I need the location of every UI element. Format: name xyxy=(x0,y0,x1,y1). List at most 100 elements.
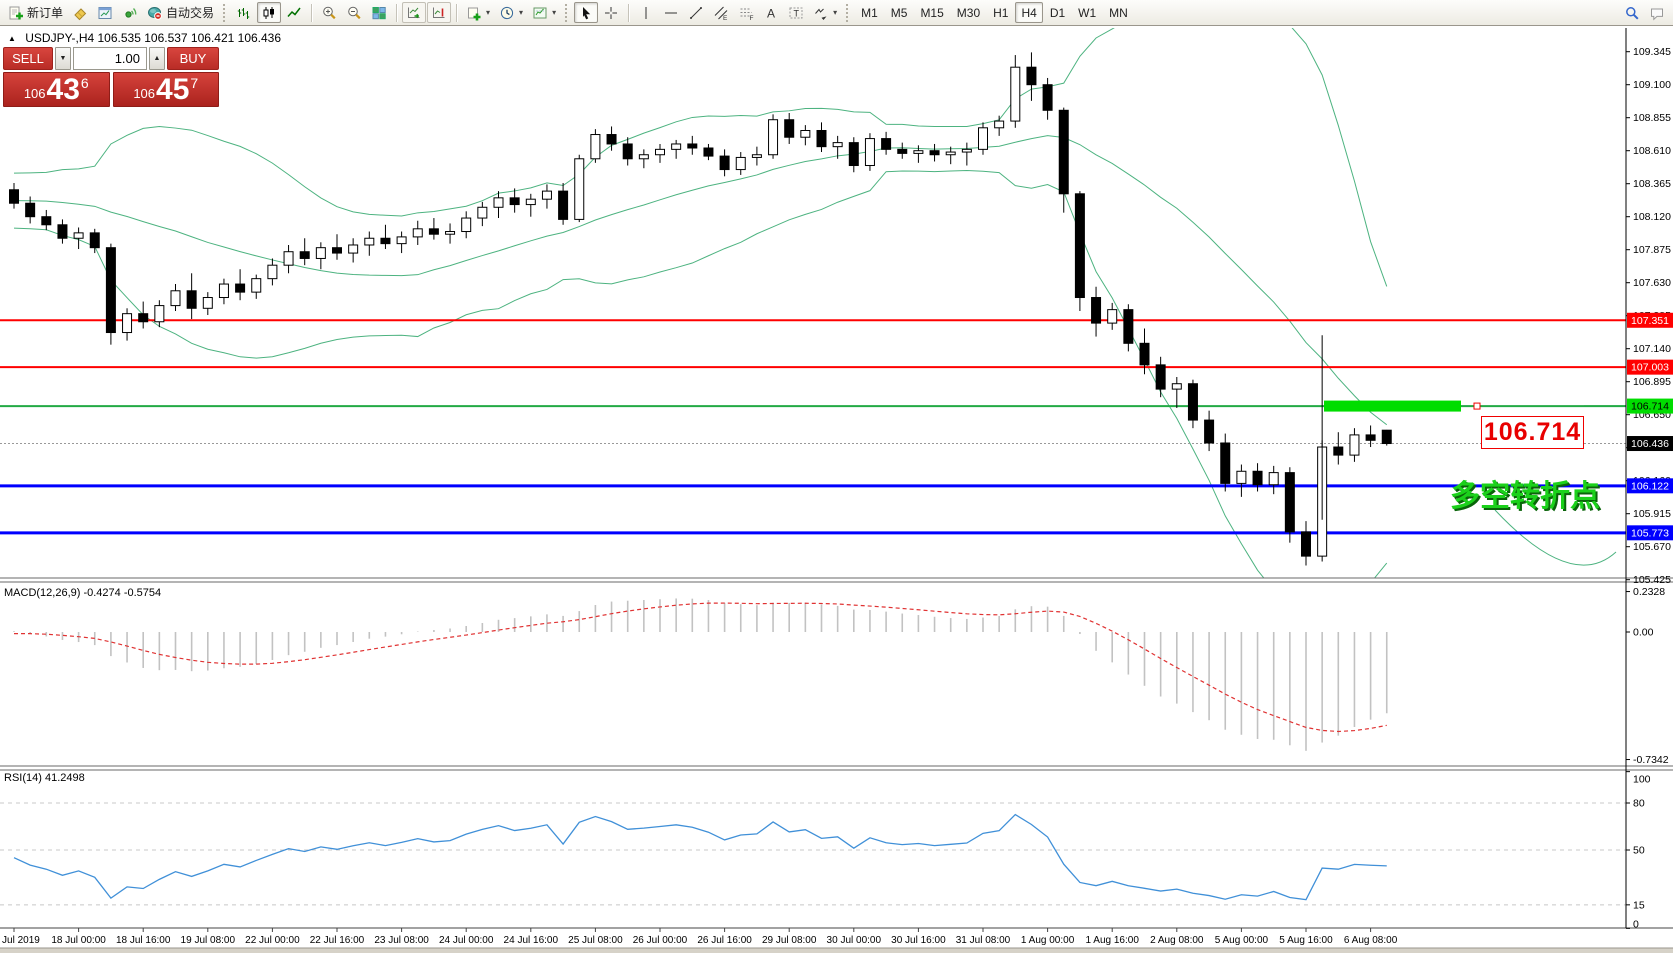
main-toolbar: 新订单 自动交易 ▾ ▾ ▾ E F A T ▾ M1 M5 M15 M30 H1 H4 D1 W1 MN xyxy=(0,0,1673,26)
price-tick-label: 105.915 xyxy=(1633,508,1671,520)
text-button[interactable]: A xyxy=(759,2,783,23)
sell-price-pip: 6 xyxy=(80,75,89,91)
candle-body xyxy=(687,143,698,149)
arrows-button[interactable]: ▾ xyxy=(809,2,841,23)
zoom-in-button[interactable] xyxy=(317,2,341,23)
buy-price-box[interactable]: 106 45 7 xyxy=(112,72,219,107)
candle-body xyxy=(784,119,795,138)
candle-body xyxy=(186,290,197,309)
candle-body xyxy=(41,216,52,226)
chevron-down-icon[interactable]: ▾ xyxy=(519,8,524,17)
sell-price-box[interactable]: 106 43 6 xyxy=(3,72,110,107)
price-tick-label: 109.100 xyxy=(1633,79,1671,91)
chart-canvas[interactable]: 109.345 109.100 108.855 108.610 108.365 108.1… xyxy=(0,27,1673,953)
chart-shift-button[interactable] xyxy=(427,2,452,23)
autotrading-button[interactable]: 自动交易 xyxy=(143,2,218,23)
eraser-button[interactable] xyxy=(68,2,92,23)
timeframe-d1-label: D1 xyxy=(1049,5,1066,20)
candle-body xyxy=(251,278,262,293)
candle-body xyxy=(170,290,181,307)
text-label-button[interactable]: T xyxy=(784,2,808,23)
buy-button[interactable]: BUY xyxy=(167,47,219,70)
chevron-down-icon[interactable]: ▾ xyxy=(486,8,491,17)
eraser-icon xyxy=(72,5,88,21)
candlestick-chart-button[interactable] xyxy=(257,2,282,23)
tile-windows-button[interactable] xyxy=(367,2,391,23)
bollinger-middle-band xyxy=(13,135,1388,426)
svg-text:F: F xyxy=(750,15,754,21)
rsi-tick-label: 15 xyxy=(1633,899,1645,911)
timeframe-h4[interactable]: H4 xyxy=(1015,2,1043,23)
candle-body xyxy=(9,189,19,204)
date-tick-label: 30 Jul 16:00 xyxy=(891,935,946,946)
price-tick-label: 109.345 xyxy=(1633,46,1671,58)
timeframe-m15[interactable]: M15 xyxy=(914,2,949,23)
date-tick-label: 29 Jul 08:00 xyxy=(762,935,817,946)
candle-body xyxy=(105,247,116,334)
timeframe-d1[interactable]: D1 xyxy=(1044,2,1071,23)
toolbar-grip[interactable] xyxy=(565,3,569,22)
candle-body xyxy=(218,283,229,299)
timeframe-m30[interactable]: M30 xyxy=(951,2,986,23)
candle-body xyxy=(606,134,617,145)
timeframe-w1[interactable]: W1 xyxy=(1072,2,1102,23)
pane-divider[interactable] xyxy=(0,578,1673,582)
date-tick-label: 22 Jul 00:00 xyxy=(245,935,300,946)
chat-button[interactable] xyxy=(1645,2,1669,23)
new-order-button[interactable]: 新订单 xyxy=(4,2,67,23)
candle-body xyxy=(929,150,940,156)
candle-body xyxy=(396,236,407,245)
date-tick-label: 31 Jul 08:00 xyxy=(956,935,1011,946)
sell-button[interactable]: SELL xyxy=(3,47,53,70)
candle-body xyxy=(961,148,972,153)
date-tick-label: 18 Jul 16:00 xyxy=(116,935,171,946)
trendline-button[interactable] xyxy=(684,2,708,23)
chevron-down-icon[interactable]: ▾ xyxy=(552,8,557,17)
volume-input[interactable]: 1.00 xyxy=(73,47,147,70)
callout-anchor-square[interactable] xyxy=(1473,402,1481,410)
volume-down-button[interactable]: ▼ xyxy=(55,47,71,70)
price-callout-box[interactable]: 106.714 xyxy=(1481,416,1584,449)
templates-button[interactable]: ▾ xyxy=(528,2,560,23)
equidistant-channel-button[interactable]: E xyxy=(709,2,733,23)
timeframe-m1[interactable]: M1 xyxy=(855,2,884,23)
highlight-bar-object[interactable] xyxy=(1324,400,1461,412)
fibonacci-button[interactable]: F xyxy=(734,2,758,23)
price-badge-106.122 xyxy=(1627,478,1673,494)
cursor-button[interactable] xyxy=(574,2,599,23)
periods-button[interactable]: ▾ xyxy=(495,2,527,23)
zoom-in-icon xyxy=(321,5,337,21)
bars-chart-button[interactable] xyxy=(232,2,256,23)
volume-up-button[interactable]: ▲ xyxy=(149,47,165,70)
search-button[interactable] xyxy=(1620,2,1644,23)
horizontal-line-button[interactable] xyxy=(659,2,683,23)
candle-body xyxy=(267,264,278,280)
market-signal-button[interactable] xyxy=(118,2,142,23)
collapse-triangle-icon[interactable]: ▲ xyxy=(8,34,16,43)
timeframe-h1[interactable]: H1 xyxy=(987,2,1014,23)
pane-divider[interactable] xyxy=(0,766,1673,770)
candle-body xyxy=(816,129,827,148)
green-curve-object[interactable] xyxy=(1494,509,1617,566)
turning-point-annotation[interactable]: 多空转折点 xyxy=(1450,480,1600,513)
auto-scroll-button[interactable] xyxy=(402,2,427,23)
crosshair-button[interactable] xyxy=(599,2,623,23)
textlabel-icon: T xyxy=(788,5,804,21)
price-tick-label: 108.855 xyxy=(1633,112,1671,124)
indicators-button[interactable]: ▾ xyxy=(462,2,494,23)
channel-icon: E xyxy=(713,5,729,21)
timeframe-w1-label: W1 xyxy=(1078,5,1097,20)
macd-tick-label: 0.00 xyxy=(1633,627,1654,639)
date-tick-label: 19 Jul 08:00 xyxy=(181,935,236,946)
zoom-out-button[interactable] xyxy=(342,2,366,23)
line-chart-button[interactable] xyxy=(282,2,306,23)
toolbar-grip[interactable] xyxy=(223,3,227,22)
candle-body xyxy=(1155,364,1166,390)
vertical-line-button[interactable] xyxy=(634,2,658,23)
chevron-down-icon[interactable]: ▾ xyxy=(833,8,838,17)
timeframe-m5[interactable]: M5 xyxy=(885,2,914,23)
toolbar-grip[interactable] xyxy=(846,3,850,22)
price-badge-105.773 xyxy=(1627,525,1673,541)
charts-window-button[interactable] xyxy=(93,2,117,23)
timeframe-mn[interactable]: MN xyxy=(1103,2,1134,23)
